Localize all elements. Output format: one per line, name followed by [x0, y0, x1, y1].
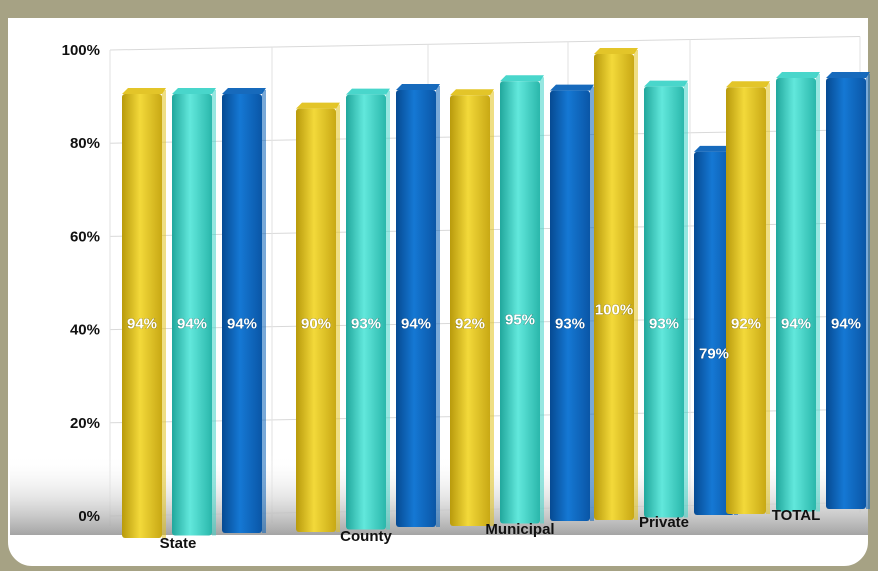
bar-top [776, 71, 820, 78]
data-label: 92% [455, 315, 485, 332]
bar-body [776, 77, 816, 512]
bar-body [500, 81, 540, 524]
bar [644, 80, 688, 518]
bar [396, 83, 440, 528]
bar [222, 87, 266, 534]
y-tick-label: 100% [62, 42, 100, 59]
bar-body [550, 90, 590, 522]
data-label: 94% [127, 315, 157, 332]
bar-body [222, 93, 262, 534]
bar-top [122, 87, 166, 94]
bar-top [346, 88, 390, 95]
bar-body [450, 95, 490, 526]
bar-top [644, 80, 688, 87]
data-label: 93% [649, 315, 679, 332]
category-label: Private [639, 514, 689, 531]
bar-side [386, 90, 390, 530]
category-label: County [340, 528, 392, 545]
bar-body [172, 93, 212, 536]
data-label: 79% [699, 345, 729, 362]
bar-side [336, 104, 340, 532]
bar-top [396, 83, 440, 90]
bar-side [212, 89, 216, 536]
bar-top [172, 87, 216, 94]
bar [296, 102, 340, 532]
bar-top [296, 102, 340, 109]
y-tick-label: 20% [70, 415, 100, 432]
bar-side [634, 50, 638, 520]
bar-top [826, 71, 870, 78]
bar-side [162, 89, 166, 539]
bar [726, 81, 770, 514]
bar-body [296, 108, 336, 532]
bar-side [684, 82, 688, 518]
bar [450, 89, 494, 526]
bar [776, 71, 820, 512]
bar-body [644, 86, 684, 518]
bar-top [222, 87, 266, 94]
bar-top [726, 81, 770, 88]
data-label: 95% [505, 311, 535, 328]
bar-body [594, 54, 634, 520]
bar [500, 75, 544, 524]
category-label: State [160, 535, 197, 552]
y-tick-label: 0% [78, 508, 100, 525]
data-label: 94% [781, 315, 811, 332]
data-label: 93% [555, 315, 585, 332]
bar-side [766, 83, 770, 514]
bar [172, 87, 216, 536]
bar-body [826, 77, 866, 510]
bar-top [500, 75, 544, 82]
bar-body [346, 94, 386, 530]
data-label: 94% [401, 315, 431, 332]
bar-side [436, 85, 440, 528]
category-label: Municipal [485, 521, 554, 538]
bar-body [122, 93, 162, 539]
bar [550, 84, 594, 522]
bar-body [694, 151, 734, 516]
y-tick-label: 80% [70, 135, 100, 152]
bar-top [450, 89, 494, 96]
data-label: 90% [301, 315, 331, 332]
bar-top [594, 48, 638, 54]
data-label: 94% [177, 315, 207, 332]
bar-body [396, 89, 436, 528]
bar-side [490, 91, 494, 526]
category-label: TOTAL [772, 507, 821, 524]
data-label: 94% [227, 315, 257, 332]
data-label: 94% [831, 315, 861, 332]
data-label: 93% [351, 315, 381, 332]
y-tick-label: 60% [70, 228, 100, 245]
bar [122, 87, 166, 539]
bar [346, 88, 390, 530]
bar-side [866, 73, 870, 510]
bar-side [590, 86, 594, 522]
bar-top [550, 84, 594, 91]
bar-side [540, 77, 544, 524]
bar-side [262, 89, 266, 534]
bar [826, 71, 870, 510]
bar-body [726, 87, 766, 514]
bar-side [816, 73, 820, 512]
gridline [109, 36, 861, 51]
y-tick-label: 40% [70, 322, 100, 339]
bar [594, 48, 638, 520]
data-label: 100% [595, 301, 633, 318]
data-label: 92% [731, 315, 761, 332]
